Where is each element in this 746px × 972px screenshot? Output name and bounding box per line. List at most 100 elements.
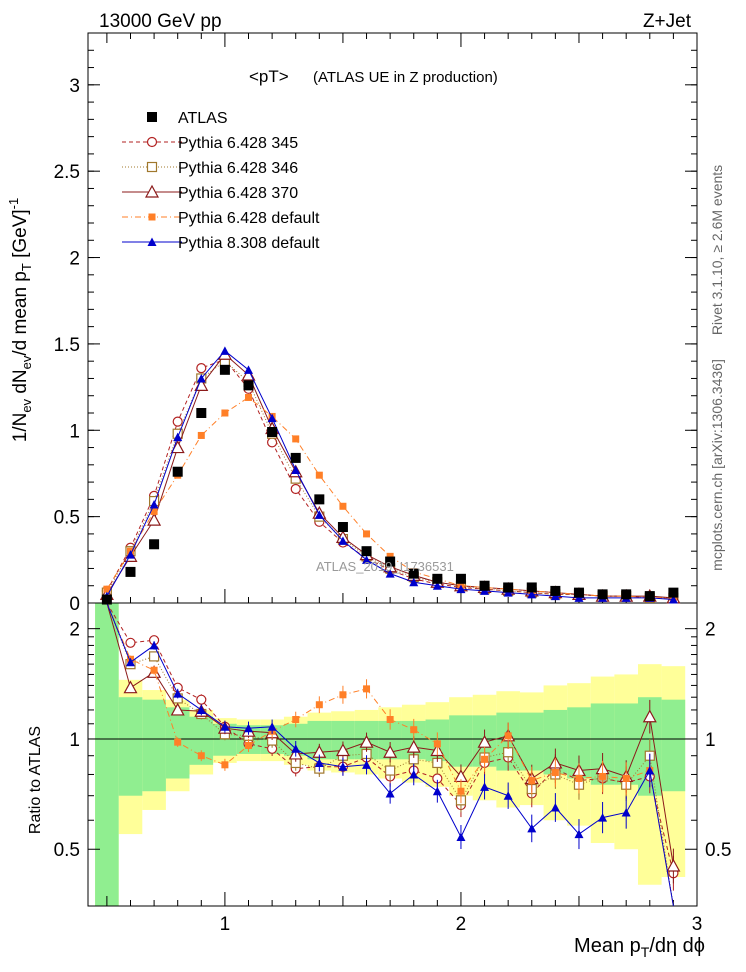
ratio-point-2 xyxy=(335,743,350,757)
x-tick-label-3: 3 xyxy=(692,914,703,935)
band-green-21 xyxy=(590,703,615,785)
legend-marker xyxy=(147,237,157,246)
ratio-point-4 xyxy=(598,813,608,822)
ratio-point-4 xyxy=(621,807,631,817)
series-point-2 xyxy=(241,367,256,381)
band-green-24 xyxy=(661,699,686,792)
legend-item-2: Pythia 6.428 370 xyxy=(122,184,298,202)
ratio-point-3 xyxy=(551,768,559,776)
data-point xyxy=(314,494,325,505)
ratio-point-4 xyxy=(314,758,324,767)
data-point xyxy=(550,585,561,596)
y-tick-label-1: 1 xyxy=(69,421,80,442)
ratio-point-4 xyxy=(362,760,372,769)
ratio-point-4 xyxy=(550,802,560,812)
y-axis-label: 1/Nev dNev/d mean pT [GeV]-1 xyxy=(6,198,34,443)
ratio-tick-label-1: 1 xyxy=(69,730,80,751)
data-point xyxy=(644,591,655,602)
series-point-3 xyxy=(150,507,158,515)
series-point-3 xyxy=(103,585,111,593)
band-green-8 xyxy=(283,723,308,756)
data-point xyxy=(243,380,254,391)
x-tick-label-2: 2 xyxy=(456,914,467,935)
ratio-point-4 xyxy=(527,823,537,833)
legend-label: Pythia 8.308 default xyxy=(178,235,320,252)
series-4 xyxy=(102,346,678,907)
legend-marker xyxy=(146,161,158,173)
ratio-point-3 xyxy=(339,691,347,699)
data-point xyxy=(668,587,679,598)
ratio-point-3 xyxy=(575,774,583,782)
ratio-point-4 xyxy=(409,769,419,779)
ratio-point-3 xyxy=(386,716,394,724)
series-point-4 xyxy=(527,589,537,599)
band-green-2 xyxy=(142,699,166,792)
ratio-point-4 xyxy=(432,786,442,796)
ratio-point-4 xyxy=(291,744,301,753)
ratio-point-4 xyxy=(574,829,584,839)
ratio-point-3 xyxy=(622,774,630,782)
ratio-point-3 xyxy=(433,740,441,748)
data-point xyxy=(526,582,537,593)
legend-marker xyxy=(148,213,156,221)
series-point-3 xyxy=(292,435,300,443)
ratio-point-3 xyxy=(481,755,489,763)
chart-subtitle: (ATLAS UE in Z production) xyxy=(313,69,498,86)
series-point-4 xyxy=(432,581,442,590)
data-point xyxy=(196,408,207,418)
ratio-point-0 xyxy=(196,694,207,705)
ratio-tick-label-0.5: 0.5 xyxy=(54,840,80,861)
ratio-point-0 xyxy=(125,637,136,648)
ratio-point-4 xyxy=(503,791,513,800)
series-point-4 xyxy=(362,555,372,564)
ratio-point-3 xyxy=(504,732,512,740)
ratio-point-3 xyxy=(150,666,158,674)
legend-item-4: Pythia 8.308 default xyxy=(122,235,320,252)
ratio-point-2 xyxy=(170,702,185,716)
ratio-point-4 xyxy=(267,722,277,731)
axes: 0 0.5 1 1.5 2 2.5 3 0.5 0.5 1 1 2 2 1 2 3 xyxy=(54,32,731,935)
data-series xyxy=(101,364,679,605)
legend-label: Pythia 6.428 345 xyxy=(178,135,298,152)
ratio-point-4 xyxy=(220,722,230,731)
legend-label: Pythia 6.428 default xyxy=(178,210,320,227)
y-tick-label-0: 0 xyxy=(69,594,80,615)
ratio-point-3 xyxy=(292,716,300,724)
data-point xyxy=(597,589,608,600)
ratio-tick-label-right-2: 2 xyxy=(705,620,716,641)
ratio-point-2 xyxy=(359,734,374,748)
series-point-3 xyxy=(245,393,253,401)
series-point-4 xyxy=(668,595,678,604)
chart-title: <pT> xyxy=(249,67,289,86)
series-point-4 xyxy=(244,365,254,374)
band-green-10 xyxy=(331,720,355,760)
data-point xyxy=(455,573,466,584)
x-tick-label-1: 1 xyxy=(220,914,231,935)
legend-item-0: Pythia 6.428 345 xyxy=(122,135,298,152)
ratio-point-3 xyxy=(315,701,323,709)
series-point-4 xyxy=(456,584,466,594)
side-label-top: Rivet 3.1.10, ≥ 2.6M events xyxy=(709,165,725,335)
band-green-9 xyxy=(307,720,332,760)
legend-marker xyxy=(146,136,158,148)
header-right: Z+Jet xyxy=(643,11,692,32)
series-point-4 xyxy=(338,536,348,545)
series-point-3 xyxy=(339,502,347,510)
data-point xyxy=(385,556,396,567)
y-tick-label-0.5: 0.5 xyxy=(54,508,80,529)
ratio-point-4 xyxy=(244,723,254,733)
ratio-point-2 xyxy=(642,709,657,723)
ratio-point-4 xyxy=(480,782,490,791)
series-point-4 xyxy=(125,550,135,559)
series-layer xyxy=(99,346,681,907)
band-green-19 xyxy=(543,709,568,775)
side-label-bottom: mcplots.cern.ch [arXiv:1306.3436] xyxy=(709,359,725,571)
data-point xyxy=(267,427,278,437)
legend-label: Pythia 6.428 346 xyxy=(178,160,298,177)
series-point-3 xyxy=(221,409,229,417)
band-green-18 xyxy=(519,712,544,771)
data-point xyxy=(290,452,301,463)
ratio-point-3 xyxy=(174,738,182,746)
ratio-point-1 xyxy=(503,747,514,758)
band-green-20 xyxy=(567,707,591,779)
